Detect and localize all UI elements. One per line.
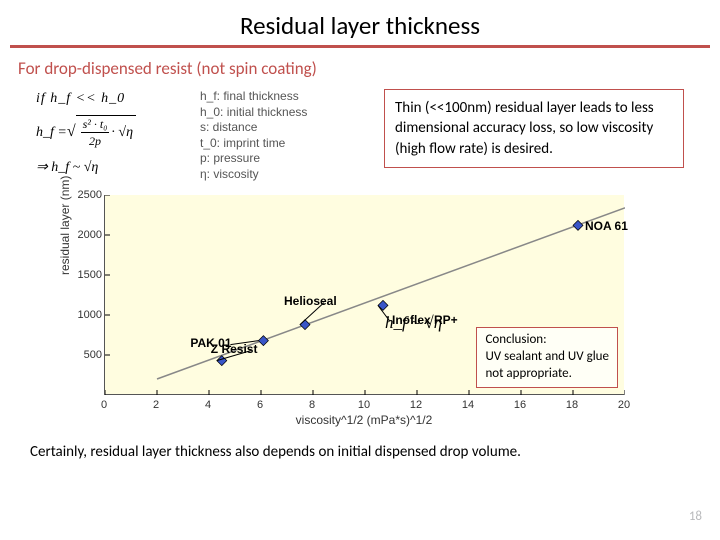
formula-block: if h_f << h_0 h_f = √ s² · t₀ 2p · √η ⇒ …	[36, 89, 186, 178]
plot-area: h_f ~ √η Conclusion: UV sealant and UV g…	[104, 195, 624, 395]
bottom-note: Certainly, residual layer thickness also…	[0, 427, 720, 461]
point-label: PAK 01	[190, 336, 231, 350]
conclusion-l1: Conclusion:	[485, 332, 609, 349]
y-axis-ticks: 5001000150020002500	[72, 195, 102, 395]
frac-num: s² · t₀	[81, 116, 110, 134]
times-sqrt-eta: · √η	[111, 123, 133, 143]
x-tick-label: 14	[462, 399, 474, 411]
conclusion-l2: UV sealant and UV glue	[485, 349, 609, 366]
frac-den: 2p	[87, 133, 103, 150]
page-title: Residual layer thickness	[10, 0, 710, 48]
page-number: 18	[689, 509, 702, 524]
x-tick-label: 20	[618, 399, 630, 411]
x-tick-label: 12	[410, 399, 422, 411]
point-label: Inoflex RP+	[392, 313, 458, 327]
if-condition: if h_f << h_0	[36, 89, 186, 109]
radical-icon: √	[67, 121, 76, 143]
note-box: Thin (<<100nm) residual layer leads to l…	[384, 89, 684, 168]
y-tick-label: 2000	[78, 229, 102, 241]
y-axis-title: residual layer (nm)	[58, 175, 72, 274]
def-h0: h_0: initial thickness	[200, 105, 320, 121]
def-p: p: pressure	[200, 151, 320, 167]
x-tick-label: 16	[514, 399, 526, 411]
fraction: s² · t₀ 2p	[81, 116, 110, 151]
y-tick-label: 1000	[78, 309, 102, 321]
conclusion-box: Conclusion: UV sealant and UV glue not a…	[476, 327, 618, 388]
conclusion-l3: not appropriate.	[485, 366, 609, 383]
def-t0: t_0: imprint time	[200, 136, 320, 152]
chart: residual layer (nm) 5001000150020002500 …	[60, 195, 670, 427]
x-tick-label: 18	[566, 399, 578, 411]
formula-row: if h_f << h_0 h_f = √ s² · t₀ 2p · √η ⇒ …	[0, 85, 720, 189]
def-hf: h_f: final thickness	[200, 89, 320, 105]
x-tick-label: 8	[309, 399, 315, 411]
x-tick-label: 2	[153, 399, 159, 411]
point-label: Helioseal	[284, 294, 337, 308]
x-tick-label: 10	[358, 399, 370, 411]
def-s: s: distance	[200, 120, 320, 136]
x-axis-title: viscosity^1/2 (mPa*s)^1/2	[104, 413, 624, 427]
y-tick-label: 2500	[78, 189, 102, 201]
point-label: NOA 61	[585, 219, 628, 233]
subheading: For drop-dispensed resist (not spin coat…	[0, 48, 720, 85]
x-tick-label: 0	[101, 399, 107, 411]
def-eta: η: viscosity	[200, 167, 320, 183]
hf-equals: h_f =	[36, 123, 67, 143]
y-tick-label: 500	[84, 349, 102, 361]
definitions-block: h_f: final thickness h_0: initial thickn…	[200, 89, 320, 183]
x-tick-label: 4	[205, 399, 211, 411]
y-tick-label: 1500	[78, 269, 102, 281]
x-tick-label: 6	[257, 399, 263, 411]
